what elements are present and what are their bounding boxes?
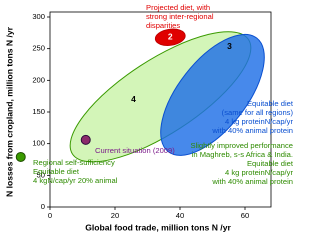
y-tick-label: 100 [32, 139, 45, 148]
annotation-line: with 40% animal protein [211, 177, 293, 186]
annotation-line: strong inter-regional [146, 12, 214, 21]
y-tick-label: 200 [32, 75, 45, 84]
scenario-label: 2 [168, 32, 173, 42]
y-tick-label: 150 [32, 107, 45, 116]
annotation-line: Regional self-sufficiency [33, 158, 115, 167]
scenario-point [15, 151, 26, 162]
annotation-line: Current situation (2009) [95, 146, 175, 155]
annotation-line: with 40% animal protein [211, 126, 293, 135]
x-axis-title: Global food trade, million tons N /yr [85, 222, 231, 232]
scenario-region [154, 28, 186, 46]
annotation-line: 4 kgN/cap/yr 20% animal [33, 176, 118, 185]
scenario-label: 3 [227, 41, 232, 51]
x-tick-label: 20 [111, 211, 119, 220]
chart: Global food trade, million tons N /yr N … [4, 3, 294, 232]
annotation-line: (same for all regions) [222, 108, 294, 117]
y-axis-title: N losses from cropland, million tons N /… [4, 26, 14, 197]
scenario-point [80, 134, 91, 145]
x-tick-label: 0 [48, 211, 52, 220]
y-tick-label: 50 [37, 170, 45, 179]
annotation-line: Projected diet, with [146, 3, 210, 12]
annotation-line: Equitable diet [33, 167, 80, 176]
annotation-line: 4 kg proteinN/cap/yr [225, 117, 293, 126]
annotation-line: in Maghreb, s-s Africa & India. [192, 150, 293, 159]
plot-frame [49, 11, 272, 208]
annotation-line: Equitable diet [247, 99, 294, 108]
y-tick-label: 0 [41, 202, 45, 211]
annotation-line: Equitable diet [247, 159, 294, 168]
x-tick-label: 40 [176, 211, 184, 220]
annotation-line: 4 kg proteinN/cap/yr [225, 168, 293, 177]
y-tick-label: 250 [32, 44, 45, 53]
scenario-region [160, 33, 265, 156]
x-tick-label: 60 [241, 211, 249, 220]
annotation-line: disparities [146, 21, 180, 30]
y-tick-label: 300 [32, 12, 45, 21]
annotation-line: Slightly improved performance [190, 141, 293, 150]
scenario-label: 4 [131, 94, 136, 104]
